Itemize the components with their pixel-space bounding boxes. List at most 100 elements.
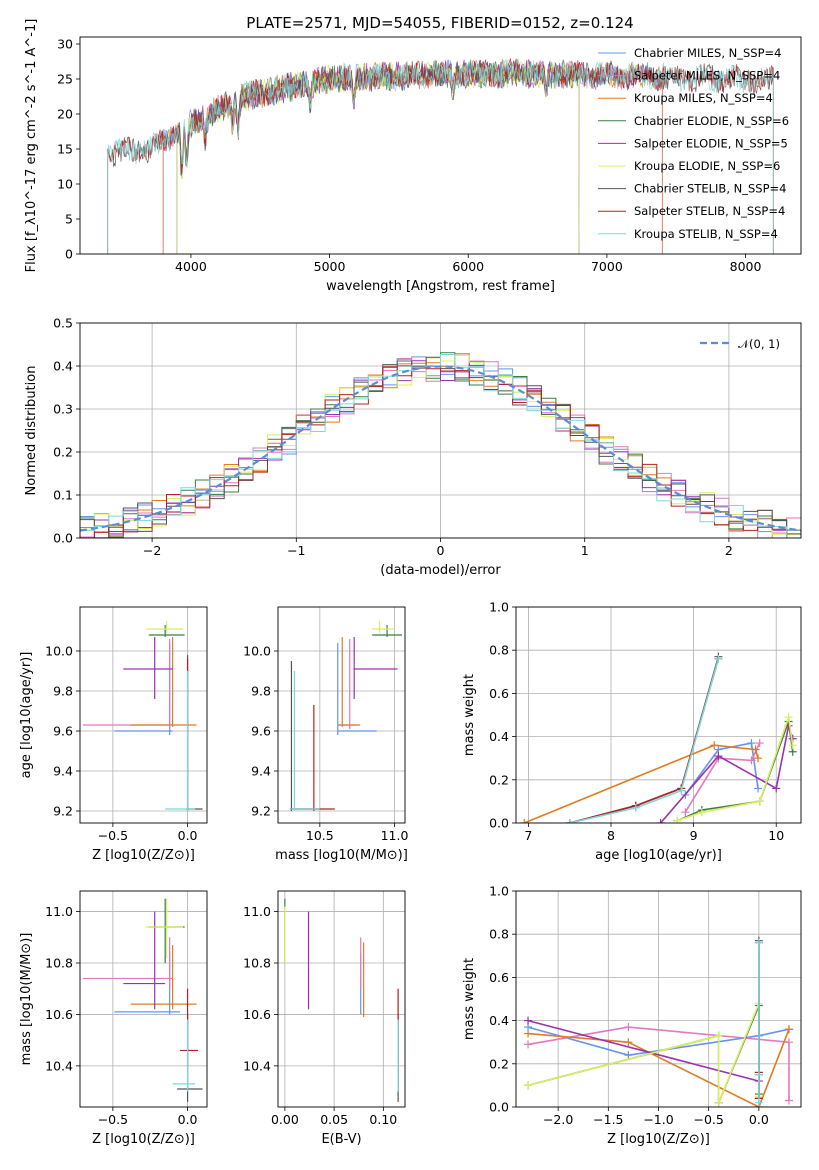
errorbar-point bbox=[148, 625, 185, 637]
errorbar-point bbox=[172, 1019, 196, 1092]
y-tick-label: 0.3 bbox=[53, 402, 73, 417]
x-tick-label: 8000 bbox=[730, 259, 762, 274]
weight-marker bbox=[624, 1038, 633, 1047]
weight-line bbox=[523, 744, 759, 823]
y-tick-label: 0.8 bbox=[489, 927, 509, 942]
weight-marker bbox=[754, 1098, 763, 1107]
errorbar-point bbox=[165, 671, 196, 811]
y-axis-label: age [log10(age/yr)] bbox=[19, 652, 34, 779]
weight-marker bbox=[714, 654, 723, 663]
errorbar-point bbox=[82, 639, 173, 729]
y-tick-label: 10.4 bbox=[243, 1058, 271, 1073]
x-tick-label: −0.5 bbox=[98, 828, 128, 843]
axes-weight-vs-Z: −2.0 −1.5 −1.0 −0.5 0.0 0.0 0.2 0.4 0.6 0.8 1.0 Z [… bbox=[462, 884, 802, 1147]
axes-mass-vs-Z: −0.5 0.0 10.4 10.6 10.8 11.0 Z [log10(Z/Z⊙)] ma… bbox=[19, 890, 208, 1147]
legend-label: Kroupa ELODIE, N_SSP=6 bbox=[634, 159, 780, 173]
x-tick-label: −1.0 bbox=[643, 1112, 673, 1127]
y-tick-label: 9.4 bbox=[53, 764, 73, 779]
weight-marker bbox=[565, 819, 574, 823]
axes-frame bbox=[79, 606, 208, 824]
weight-marker bbox=[624, 1023, 633, 1032]
x-tick-label: −0.5 bbox=[98, 1112, 128, 1127]
errorbar-point bbox=[186, 655, 203, 811]
x-axis-label: (data-model)/error bbox=[380, 563, 501, 578]
y-tick-label: 9.2 bbox=[53, 804, 73, 819]
weight-marker bbox=[755, 739, 764, 748]
x-tick-label: 8 bbox=[607, 828, 615, 843]
y-tick-label: 25 bbox=[57, 72, 73, 87]
y-tick-label: 0.4 bbox=[489, 729, 509, 744]
plot-area bbox=[107, 57, 774, 254]
axes-weight-vs-age: 7 8 9 10 0.0 0.2 0.4 0.6 0.8 1.0 age [log10(age/yr… bbox=[462, 600, 802, 863]
spectrum-line-kroupa-elodie bbox=[176, 60, 580, 254]
axes-age-vs-mass: 10.5 11.0 9.2 9.4 9.6 9.8 10.0 mass [log10(M/M⊙… bbox=[243, 606, 409, 863]
legend-label: 𝒩(0, 1) bbox=[738, 337, 780, 351]
y-axis-label: Normed distribution bbox=[24, 366, 39, 496]
y-tick-label: 0.0 bbox=[53, 531, 73, 546]
weight-marker bbox=[784, 1038, 793, 1047]
plot-area bbox=[80, 607, 207, 823]
spectrum-line-chabrier-stelib bbox=[107, 57, 774, 254]
y-tick-label: 1.0 bbox=[489, 600, 509, 615]
axes-mass-vs-ebv: 0.00 0.05 0.10 10.4 10.6 10.8 11.0 E(B-V) bbox=[243, 890, 406, 1147]
y-axis-label: mass [log10(M/M⊙)] bbox=[19, 933, 34, 1066]
spectrum-line-kroupa-miles bbox=[162, 59, 663, 254]
x-tick-label: 11.0 bbox=[381, 828, 409, 843]
weight-line bbox=[527, 1028, 790, 1107]
x-tick-label: 2 bbox=[725, 543, 733, 558]
weight-marker bbox=[681, 808, 690, 817]
errorbar-point bbox=[337, 637, 361, 727]
weight-line bbox=[676, 716, 794, 822]
y-tick-label: 0.8 bbox=[489, 643, 509, 658]
weight-marker bbox=[788, 741, 797, 750]
y-tick-label: 10.8 bbox=[45, 956, 73, 971]
y-tick-label: 9.4 bbox=[251, 764, 271, 779]
y-tick-label: 5 bbox=[65, 212, 73, 227]
axes-age-vs-Z: −0.5 0.0 9.2 9.4 9.6 9.8 10.0 Z [log10(Z/Z⊙)] ag… bbox=[19, 606, 208, 863]
weight-marker bbox=[784, 1025, 793, 1034]
weight-marker bbox=[754, 754, 763, 763]
errorbar-point bbox=[372, 621, 395, 633]
legend-label: Kroupa MILES, N_SSP=4 bbox=[634, 91, 773, 105]
x-tick-label: 0.05 bbox=[320, 1112, 348, 1127]
y-tick-label: 10.0 bbox=[243, 644, 271, 659]
y-axis-label: mass weight bbox=[462, 674, 477, 756]
y-tick-label: 0.2 bbox=[489, 1056, 509, 1071]
errorbar-point bbox=[372, 625, 403, 637]
x-tick-label: −0.5 bbox=[693, 1112, 723, 1127]
plot-area bbox=[80, 323, 801, 538]
y-tick-label: 0 bbox=[65, 247, 73, 262]
weight-marker bbox=[520, 819, 529, 823]
weight-marker bbox=[714, 1031, 723, 1040]
y-tick-label: 0.6 bbox=[489, 970, 509, 985]
errorbar-point bbox=[145, 898, 184, 958]
x-tick-label: −2 bbox=[143, 543, 161, 558]
x-tick-label: 7000 bbox=[591, 259, 623, 274]
y-tick-label: 0.1 bbox=[53, 488, 73, 503]
spectrum-line-kroupa-stelib bbox=[107, 58, 774, 254]
y-tick-label: 10.0 bbox=[45, 644, 73, 659]
plot-area bbox=[516, 891, 801, 1107]
figure-title: PLATE=2571, MJD=54055, FIBERID=0152, z=0… bbox=[246, 14, 633, 32]
axes-frame bbox=[515, 890, 802, 1108]
y-tick-label: 1.0 bbox=[489, 884, 509, 899]
legend-label: Kroupa STELIB, N_SSP=4 bbox=[634, 227, 778, 241]
weight-marker bbox=[714, 752, 723, 761]
y-tick-label: 0.0 bbox=[489, 1100, 509, 1115]
plot-area bbox=[80, 891, 207, 1107]
weight-marker bbox=[524, 1081, 533, 1090]
weight-marker bbox=[754, 938, 763, 947]
weight-marker bbox=[656, 819, 665, 823]
plot-area bbox=[516, 607, 801, 823]
x-tick-label: 6000 bbox=[452, 259, 484, 274]
y-tick-label: 10.4 bbox=[45, 1058, 73, 1073]
legend-label: Chabrier ELODIE, N_SSP=6 bbox=[634, 114, 789, 128]
axes-spectrum: 4000 5000 6000 7000 8000 0 5 10 15 20 25 30 waveleng… bbox=[24, 19, 802, 294]
y-tick-label: 11.0 bbox=[45, 904, 73, 919]
weight-marker bbox=[784, 713, 793, 722]
y-tick-label: 30 bbox=[57, 37, 73, 52]
errorbar-point bbox=[180, 988, 199, 1066]
errorbar-point bbox=[145, 621, 184, 633]
errorbar-point bbox=[353, 637, 398, 699]
